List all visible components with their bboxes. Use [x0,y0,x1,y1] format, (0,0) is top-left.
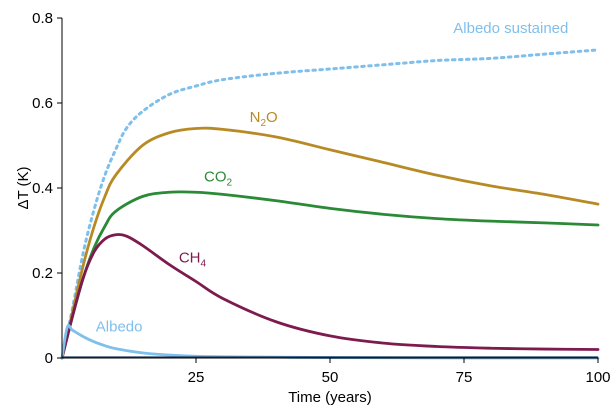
series-line-albedo-sustained [60,48,600,360]
series-label-text: CH [179,249,201,266]
series-label-albedo-sustained: Albedo sustained [453,20,568,37]
series-label-n2o: N2O [250,109,278,129]
series-label-subscript: 2 [227,178,233,189]
x-tick-label: 50 [322,369,339,386]
series-line-ch4 [60,233,600,360]
series-label-tail: O [266,109,278,126]
ticks: 25 50 75 100 0 0.2 0.4 0.6 0.8 [32,10,610,386]
series-label-albedo: Albedo [96,319,143,336]
x-tick-label: 100 [585,369,610,386]
y-tick-label: 0.2 [32,265,53,282]
series-label-text: N [250,109,261,126]
y-tick-label: 0.4 [32,180,53,197]
series-label-ch4: CH4 [179,249,207,269]
series-line-n2o [60,126,600,360]
x-tick-label: 75 [456,369,473,386]
y-tick-label: 0 [45,350,53,367]
series-label-text: Albedo sustained [453,20,568,37]
x-axis-title: Time (years) [288,389,372,406]
y-tick-label: 0.6 [32,95,53,112]
y-axis-title: ΔT (K) [15,166,32,209]
series-label-subscript: 4 [201,258,207,269]
series-label-co2: CO2 [204,169,233,189]
series-label-subscript: 2 [260,118,266,129]
x-tick-label: 25 [188,369,205,386]
series-label-text: Albedo [96,319,143,336]
y-tick-label: 0.8 [32,10,53,27]
series-lines [60,48,600,360]
series-label-text: CO [204,169,227,186]
